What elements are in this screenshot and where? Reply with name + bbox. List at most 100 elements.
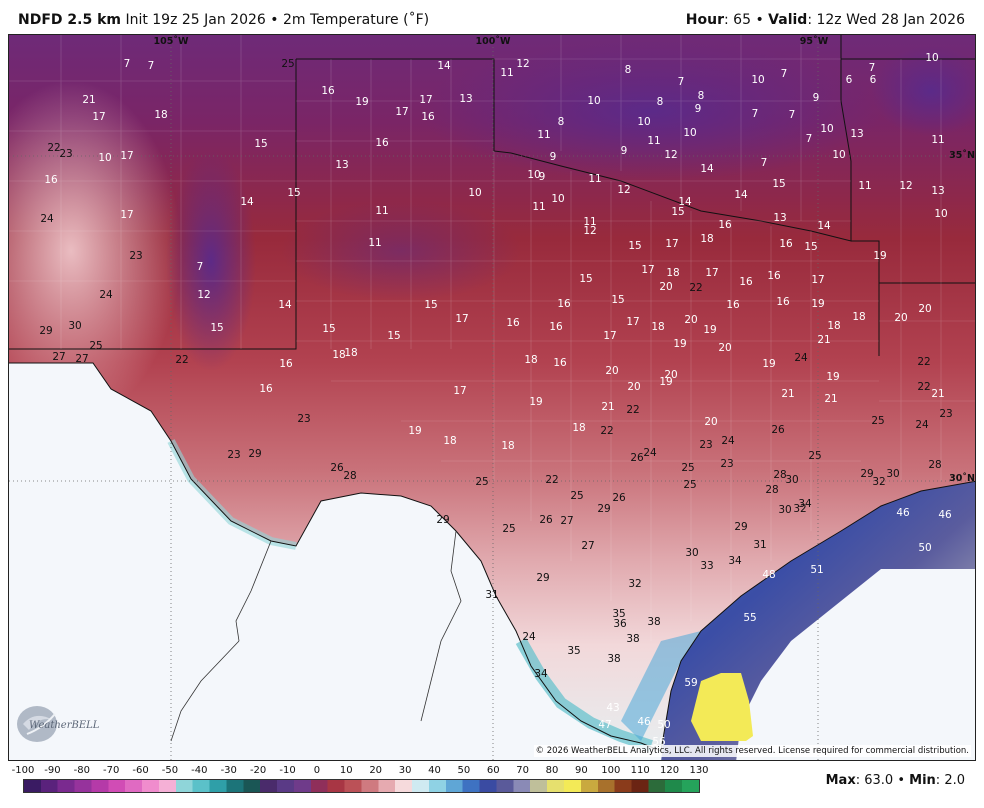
temperature-label: 23: [699, 439, 712, 451]
temperature-label: 19: [659, 376, 672, 388]
temperature-label: 17: [120, 150, 133, 162]
state-borders: [9, 35, 975, 752]
temperature-label: 7: [124, 58, 131, 70]
latitude-label: 35˚N: [949, 150, 975, 161]
temperature-label: 10: [98, 152, 111, 164]
plains-cold-pool: [421, 41, 881, 181]
temperature-label: 17: [641, 264, 654, 276]
temperature-label: 20: [918, 303, 931, 315]
temperature-label: 30: [778, 504, 791, 516]
temperature-label: 38: [647, 616, 660, 628]
separator: •: [755, 12, 764, 28]
temperature-label: 26: [771, 424, 785, 436]
temperature-label: 16: [279, 358, 293, 370]
temperature-label: 26: [612, 492, 626, 504]
temperature-label: 30: [68, 320, 81, 332]
temperature-label: 16: [421, 111, 435, 123]
temperature-label: 17: [395, 106, 408, 118]
max-min-readout: Max: 63.0 • Min: 2.0: [825, 773, 965, 788]
temperature-label: 23: [227, 449, 240, 461]
legend-area: -100 -90 -80 -70 -60 -50 -40 -30 -20 -10 0 10 20 30 40…: [0, 761, 984, 808]
temperature-label: 22: [689, 282, 702, 294]
temperature-label: 24: [522, 631, 536, 643]
temperature-label: 16: [321, 85, 335, 97]
temperature-label: 24: [721, 435, 735, 447]
temperature-label: 18: [651, 321, 664, 333]
temperature-map[interactable]: 105˚W 100˚W 95˚W 35˚N 30˚N 7 7 25 14 11 12 8 7 10 7 6 6…: [8, 34, 976, 761]
colorbar-tick-label: 110: [630, 765, 650, 776]
temperature-label: 22: [175, 354, 188, 366]
red-river-border: [493, 150, 852, 242]
temperature-label: 9: [550, 151, 557, 163]
separator: •: [270, 12, 279, 28]
temperature-label: 34: [798, 498, 812, 510]
temperature-label: 17: [626, 316, 639, 328]
gulf-no-data: [736, 569, 975, 760]
weatherbell-logo: WeatherBELL: [17, 706, 100, 742]
temperature-label: 15: [322, 323, 335, 335]
mexico-state-borders: [170, 530, 462, 742]
longitude-label: 100˚W: [475, 36, 511, 47]
temperature-label: 14: [278, 299, 292, 311]
temperature-label: 16: [739, 276, 753, 288]
temperature-label: 9: [813, 92, 820, 104]
colorbar-tick-label: 70: [516, 765, 530, 776]
temperature-label: 11: [647, 135, 660, 147]
valid-value: 12z Wed 28 Jan 2026: [816, 12, 965, 28]
temperature-label: 15: [579, 273, 592, 285]
temperature-label: 17: [92, 111, 105, 123]
temperature-label: 27: [75, 353, 88, 365]
logo-text: WeatherBELL: [29, 720, 100, 731]
temperature-label: 13: [459, 93, 472, 105]
temperature-label: 21: [82, 94, 95, 106]
temperature-label: 18: [852, 311, 865, 323]
temperature-label: 15: [611, 294, 624, 306]
temperature-label: 11: [858, 180, 871, 192]
colorbar-tick-label: 30: [398, 765, 412, 776]
temperature-label: 26: [630, 452, 644, 464]
temperature-label: 18: [700, 233, 713, 245]
temperature-label: 28: [343, 470, 356, 482]
western-warm-area: [9, 81, 181, 421]
temperature-label: 15: [254, 138, 267, 150]
temperature-label: 9: [621, 145, 628, 157]
temperature-label: 13: [773, 212, 786, 224]
temperature-label: 30: [886, 468, 899, 480]
temperature-label: 46: [938, 509, 952, 521]
texas-panhandle-cold-pool: [281, 201, 521, 301]
temperature-label: 14: [437, 60, 451, 72]
temperature-label: 20: [684, 314, 697, 326]
temperature-label: 18: [154, 109, 167, 121]
temperature-label: 19: [762, 358, 775, 370]
temperature-label: 10: [925, 52, 938, 64]
init-time: Init 19z 25 Jan 2026: [125, 12, 266, 28]
temperature-label: 23: [297, 413, 310, 425]
temperature-label: 25: [475, 476, 488, 488]
temperature-label: 22: [545, 474, 558, 486]
temperature-label: 33: [700, 560, 713, 572]
temperature-label: 12: [516, 58, 529, 70]
min-label: Min: [909, 773, 936, 788]
temperature-label: 18: [344, 347, 357, 359]
graticule: [9, 35, 975, 760]
variable-name: 2m Temperature (˚F): [282, 12, 430, 28]
temperature-label: 8: [698, 90, 705, 102]
temperature-label: 7: [197, 261, 204, 273]
temperature-label: 7: [761, 157, 768, 169]
temperature-label: 22: [917, 356, 930, 368]
temperature-label: 16: [767, 270, 781, 282]
temperature-label: 22: [626, 404, 639, 416]
colorbar-tick-label: 90: [575, 765, 588, 776]
copyright-notice: © 2026 WeatherBELL Analytics, LLC. All r…: [533, 745, 971, 757]
temperature-label: 12: [583, 225, 596, 237]
temperature-label: 7: [789, 109, 796, 121]
temperature-label: 19: [673, 338, 686, 350]
temperature-label: 21: [817, 334, 830, 346]
temperature-label: 20: [605, 365, 618, 377]
temperature-label: 29: [860, 468, 873, 480]
warm-gulf-water: [691, 673, 753, 741]
temperature-label: 24: [99, 289, 113, 301]
temperature-label: 14: [678, 196, 692, 208]
temperature-label: 51: [810, 564, 823, 576]
temperature-label: 16: [726, 299, 740, 311]
